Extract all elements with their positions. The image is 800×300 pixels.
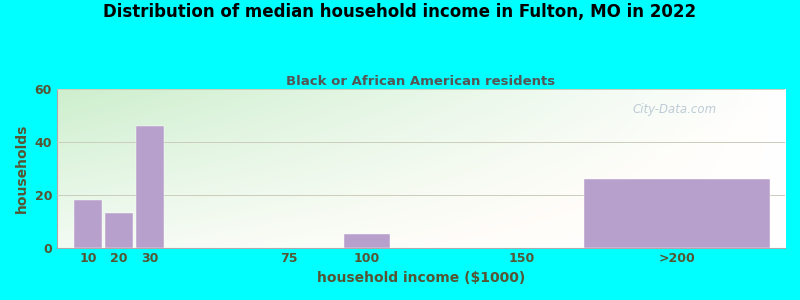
Bar bbox=[136, 126, 164, 248]
Title: Black or African American residents: Black or African American residents bbox=[286, 75, 555, 88]
Bar bbox=[74, 200, 102, 248]
Text: Distribution of median household income in Fulton, MO in 2022: Distribution of median household income … bbox=[103, 3, 697, 21]
Bar bbox=[584, 179, 770, 247]
Y-axis label: households: households bbox=[15, 124, 29, 213]
Bar bbox=[343, 234, 390, 248]
Bar bbox=[105, 213, 133, 247]
X-axis label: household income ($1000): household income ($1000) bbox=[317, 271, 525, 285]
Text: City-Data.com: City-Data.com bbox=[632, 103, 716, 116]
